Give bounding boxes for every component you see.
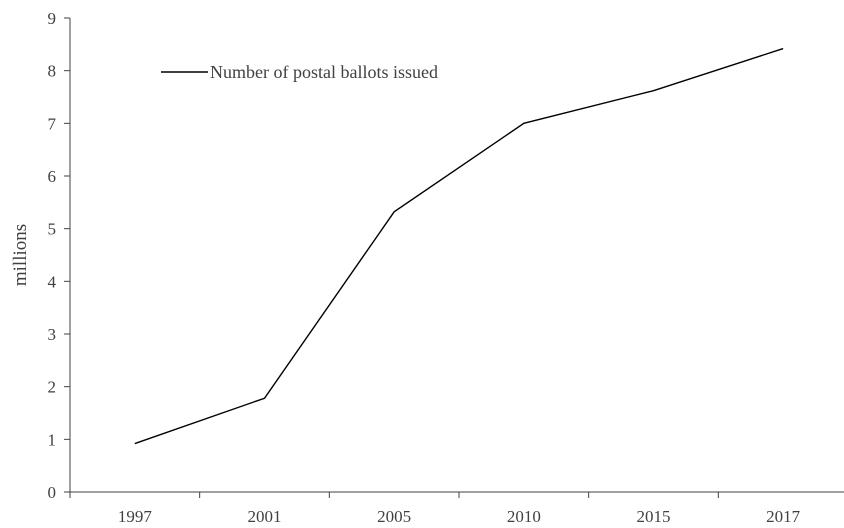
x-axis: 1997 2001 2005 2010 2015 2017 xyxy=(69,491,844,526)
y-tick-label: 0 xyxy=(48,483,57,502)
y-tick-label: 8 xyxy=(48,62,57,81)
x-tick-label: 2015 xyxy=(637,507,671,526)
y-tick-label: 6 xyxy=(48,167,57,186)
y-tick-label: 3 xyxy=(48,325,57,344)
y-tick-label: 5 xyxy=(48,220,57,239)
x-tick-label: 2010 xyxy=(507,507,541,526)
y-tick-label: 7 xyxy=(48,114,57,133)
x-tick-label: 2017 xyxy=(766,507,801,526)
y-axis-title: millions xyxy=(10,224,31,286)
x-tick-label: 1997 xyxy=(118,507,153,526)
y-tick-label: 1 xyxy=(48,430,57,449)
legend-label: Number of postal ballots issued xyxy=(210,62,438,82)
y-tick-label: 9 xyxy=(48,9,57,28)
y-tick-label: 4 xyxy=(48,272,57,291)
y-axis: 0 1 2 3 4 5 6 7 8 9 xyxy=(48,9,71,502)
x-tick-label: 2005 xyxy=(377,507,411,526)
legend: Number of postal ballots issued xyxy=(161,62,438,82)
series-layer xyxy=(134,47,784,445)
y-tick-label: 2 xyxy=(48,378,57,397)
series-line-0 xyxy=(134,47,784,445)
x-tick-label: 2001 xyxy=(248,507,282,526)
